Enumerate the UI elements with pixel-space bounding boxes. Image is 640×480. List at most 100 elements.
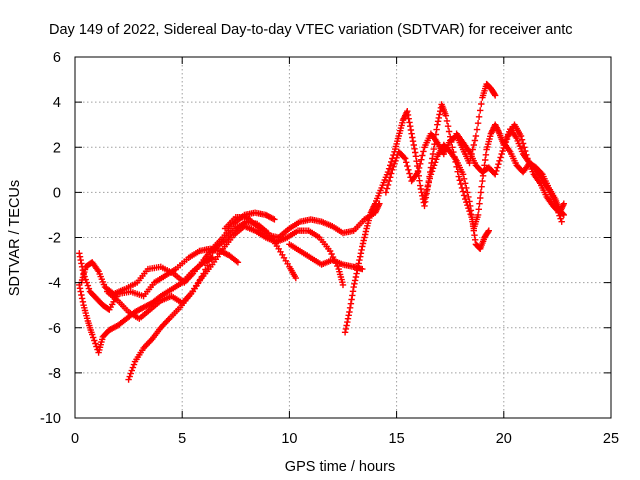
data-point bbox=[558, 218, 565, 225]
data-point bbox=[233, 258, 240, 265]
data-point bbox=[207, 253, 214, 261]
data-point bbox=[85, 285, 93, 292]
data-point bbox=[128, 367, 135, 374]
data-point bbox=[384, 181, 392, 189]
data-point bbox=[517, 132, 525, 140]
data-point bbox=[405, 115, 412, 122]
data-point bbox=[361, 234, 368, 241]
data-point bbox=[477, 107, 484, 114]
x-tick-label: 5 bbox=[178, 431, 186, 447]
data-point bbox=[127, 370, 134, 377]
data-point bbox=[459, 171, 467, 178]
data-point bbox=[499, 147, 506, 155]
data-point bbox=[423, 187, 430, 195]
data-point bbox=[77, 256, 84, 264]
data-point bbox=[426, 175, 433, 182]
data-point bbox=[519, 140, 527, 147]
data-point bbox=[418, 156, 425, 163]
data-point bbox=[209, 249, 216, 257]
y-tick-label: -8 bbox=[48, 366, 61, 382]
data-point bbox=[339, 281, 347, 289]
data-point bbox=[328, 250, 335, 258]
data-point bbox=[443, 117, 451, 125]
data-point bbox=[433, 156, 440, 163]
data-point bbox=[409, 138, 417, 145]
data-point bbox=[498, 150, 505, 158]
data-point bbox=[445, 128, 453, 135]
data-point bbox=[521, 144, 528, 151]
data-point bbox=[495, 161, 502, 168]
data-point bbox=[429, 150, 437, 158]
grid-lines bbox=[75, 57, 611, 418]
data-point bbox=[383, 185, 391, 192]
y-tick-label: 6 bbox=[53, 50, 61, 66]
data-point bbox=[341, 329, 349, 336]
chart-title: Day 149 of 2022, Sidereal Day-to-day VTE… bbox=[49, 22, 573, 38]
data-point bbox=[421, 195, 428, 203]
data-point bbox=[460, 192, 468, 199]
data-point bbox=[468, 211, 475, 219]
data-point bbox=[465, 193, 472, 201]
data-point bbox=[351, 277, 359, 284]
data-point bbox=[470, 141, 477, 149]
data-point bbox=[460, 175, 468, 182]
data-point bbox=[442, 112, 450, 119]
data-point bbox=[405, 166, 412, 173]
y-tick-label: 4 bbox=[53, 95, 61, 111]
data-point bbox=[414, 168, 422, 176]
data-point bbox=[493, 167, 500, 175]
data-point bbox=[417, 160, 424, 167]
data-point bbox=[492, 92, 499, 99]
series-track-5 bbox=[125, 223, 347, 383]
x-axis-label: GPS time / hours bbox=[285, 459, 395, 475]
data-point bbox=[234, 259, 242, 266]
data-point bbox=[474, 211, 482, 219]
data-point bbox=[125, 376, 132, 383]
data-point bbox=[456, 177, 463, 184]
data-point bbox=[429, 165, 437, 172]
data-point bbox=[428, 168, 436, 175]
data-point bbox=[130, 361, 138, 368]
series-track-11 bbox=[453, 121, 567, 216]
data-point bbox=[126, 373, 133, 380]
x-tick-label: 20 bbox=[496, 431, 512, 447]
data-point bbox=[359, 265, 366, 273]
data-point bbox=[497, 154, 504, 161]
data-point bbox=[485, 227, 492, 234]
x-axis-ticks: 0 5 10 15 20 25 bbox=[71, 57, 619, 447]
data-point bbox=[356, 256, 363, 264]
data-point bbox=[475, 206, 482, 213]
data-point bbox=[472, 132, 480, 140]
data-point bbox=[522, 147, 529, 155]
y-tick-label: -2 bbox=[48, 231, 61, 247]
data-point bbox=[518, 136, 526, 143]
data-point bbox=[415, 164, 423, 172]
data-point bbox=[271, 216, 278, 223]
data-point bbox=[424, 183, 431, 190]
data-point bbox=[89, 331, 96, 338]
y-tick-label: 2 bbox=[53, 140, 61, 156]
data-point bbox=[434, 121, 441, 128]
data-point bbox=[455, 173, 462, 180]
data-point bbox=[477, 194, 484, 202]
y-axis-label: SDTVAR / TECUs bbox=[7, 180, 23, 296]
series-track-7 bbox=[286, 241, 366, 273]
data-point bbox=[471, 137, 479, 144]
x-tick-label: 10 bbox=[281, 431, 297, 447]
data-point bbox=[494, 164, 501, 171]
data-point bbox=[388, 170, 395, 177]
y-tick-label: -6 bbox=[48, 321, 61, 337]
data-point bbox=[385, 165, 393, 172]
data-point bbox=[560, 200, 567, 207]
data-point bbox=[478, 100, 485, 108]
data-marks bbox=[76, 80, 567, 383]
data-point bbox=[404, 162, 411, 170]
series-track-12 bbox=[500, 139, 567, 219]
data-point bbox=[462, 180, 469, 187]
data-point bbox=[560, 211, 567, 219]
data-point bbox=[292, 274, 299, 282]
data-point bbox=[390, 163, 397, 170]
data-point bbox=[403, 159, 410, 166]
data-point bbox=[420, 148, 427, 155]
data-point bbox=[463, 199, 470, 206]
